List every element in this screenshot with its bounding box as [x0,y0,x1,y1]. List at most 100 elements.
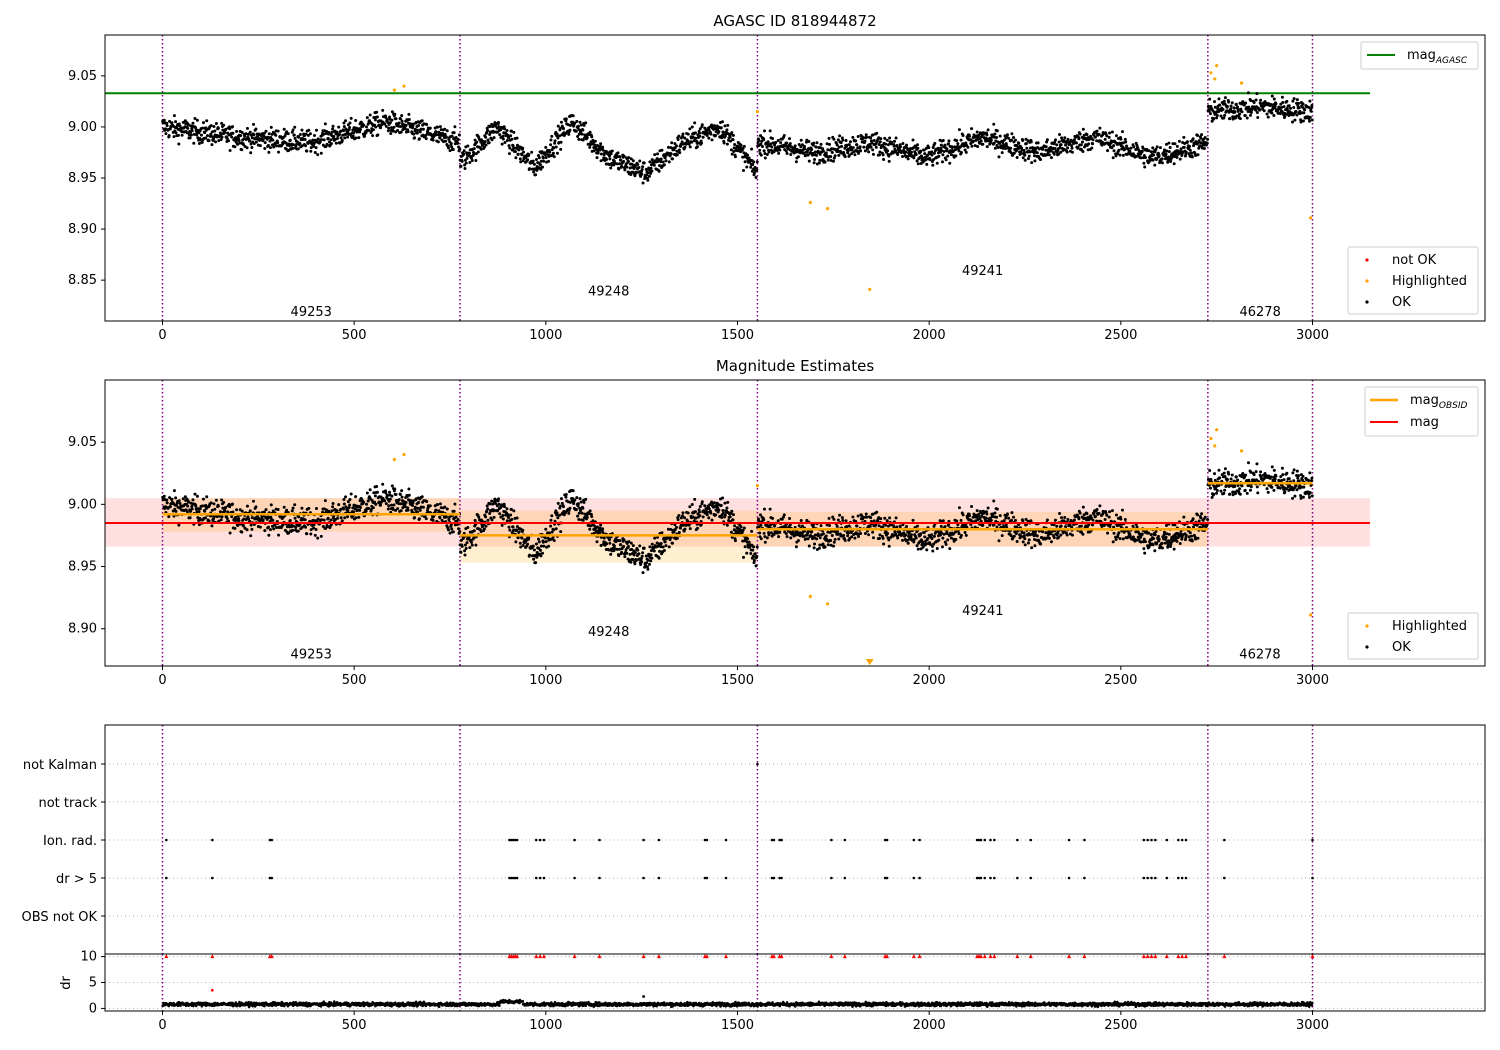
ok-point [742,169,746,173]
ok-point [941,519,945,523]
ok-point [477,515,481,519]
ok-point [457,527,461,531]
ok-point [527,536,531,540]
ok-point [661,160,665,164]
ok-point [835,143,839,147]
ok-point [1157,154,1161,158]
ok-point [723,501,727,505]
ok-point [538,548,542,552]
ok-point [653,536,657,540]
ok-point [1212,117,1216,121]
ok-point [417,123,421,127]
ok-point [223,130,227,134]
ok-point [1175,155,1179,159]
ok-point [700,141,704,145]
ok-point [812,546,816,550]
ok-point [309,149,313,153]
ok-point [394,492,398,496]
ok-point [1254,98,1258,102]
ok-point [325,143,329,147]
ok-point [532,170,536,174]
ok-point [1121,153,1125,157]
ok-point [388,497,392,501]
ok-point [407,112,411,116]
ok-point [629,560,633,564]
ok-point [486,507,490,511]
ok-point [1310,118,1314,122]
ok-point [857,535,861,539]
ok-point [694,136,698,140]
ok-point [420,119,424,123]
ok-point [191,498,195,502]
ok-point [172,135,176,139]
ok-point [629,172,633,176]
ok-point [652,549,656,553]
ok-point [230,515,234,519]
ok-point [1272,97,1276,101]
ok-point [346,509,350,513]
ok-point [424,137,428,141]
ok-point [650,542,654,546]
ok-point [1213,105,1217,109]
ok-point [1081,149,1085,153]
ok-point [629,157,633,161]
ok-point [390,126,394,130]
ok-point [593,139,597,143]
ok-point [509,513,513,517]
ok-point [457,145,461,149]
ok-point [510,137,514,141]
ok-point [943,525,947,529]
ok-point [262,131,266,135]
ok-point [297,515,301,519]
ok-point [1292,106,1296,110]
ok-point [675,525,679,529]
ok-point [214,140,218,144]
ok-point [757,139,761,143]
ok-point [633,550,637,554]
obsid-label: 49248 [588,284,629,299]
ok-point [392,125,396,129]
ok-point [358,505,362,509]
ok-point [906,157,910,161]
ok-point [1208,97,1212,101]
ok-point [1111,156,1115,160]
ok-point [205,495,209,499]
ok-point [888,516,892,520]
ok-point [242,137,246,141]
ok-point [762,518,766,522]
ok-point [1059,150,1063,154]
ok-point [331,505,335,509]
ok-point [824,151,828,155]
ok-point [955,139,959,143]
panel1-yticks: 8.858.908.959.009.05 [68,69,105,288]
ok-point [189,133,193,137]
ok-point [667,160,671,164]
ok-point [245,528,249,532]
ok-point [165,498,169,502]
ok-point [676,518,680,522]
ok-point [824,534,828,538]
ok-point [904,533,908,537]
ok-point [1095,129,1099,133]
legend-mag-agasc-main: mag [1407,48,1436,63]
ok-point [807,139,811,143]
ok-point [291,146,295,150]
ok-point [1026,157,1030,161]
ok-point [658,549,662,553]
ok-point [882,542,886,546]
ok-point [731,133,735,137]
ok-point [1085,133,1089,137]
ok-point [618,539,622,543]
ok-point [1058,132,1062,136]
ok-point [222,123,226,127]
ok-point [168,127,172,131]
ok-point [832,544,836,548]
ok-point [1233,110,1237,114]
ok-point [884,142,888,146]
ok-point [855,524,859,528]
ok-point [636,163,640,167]
ok-point [1248,113,1252,117]
ok-point [633,562,637,566]
ok-point [863,139,867,143]
ok-point [501,514,505,518]
